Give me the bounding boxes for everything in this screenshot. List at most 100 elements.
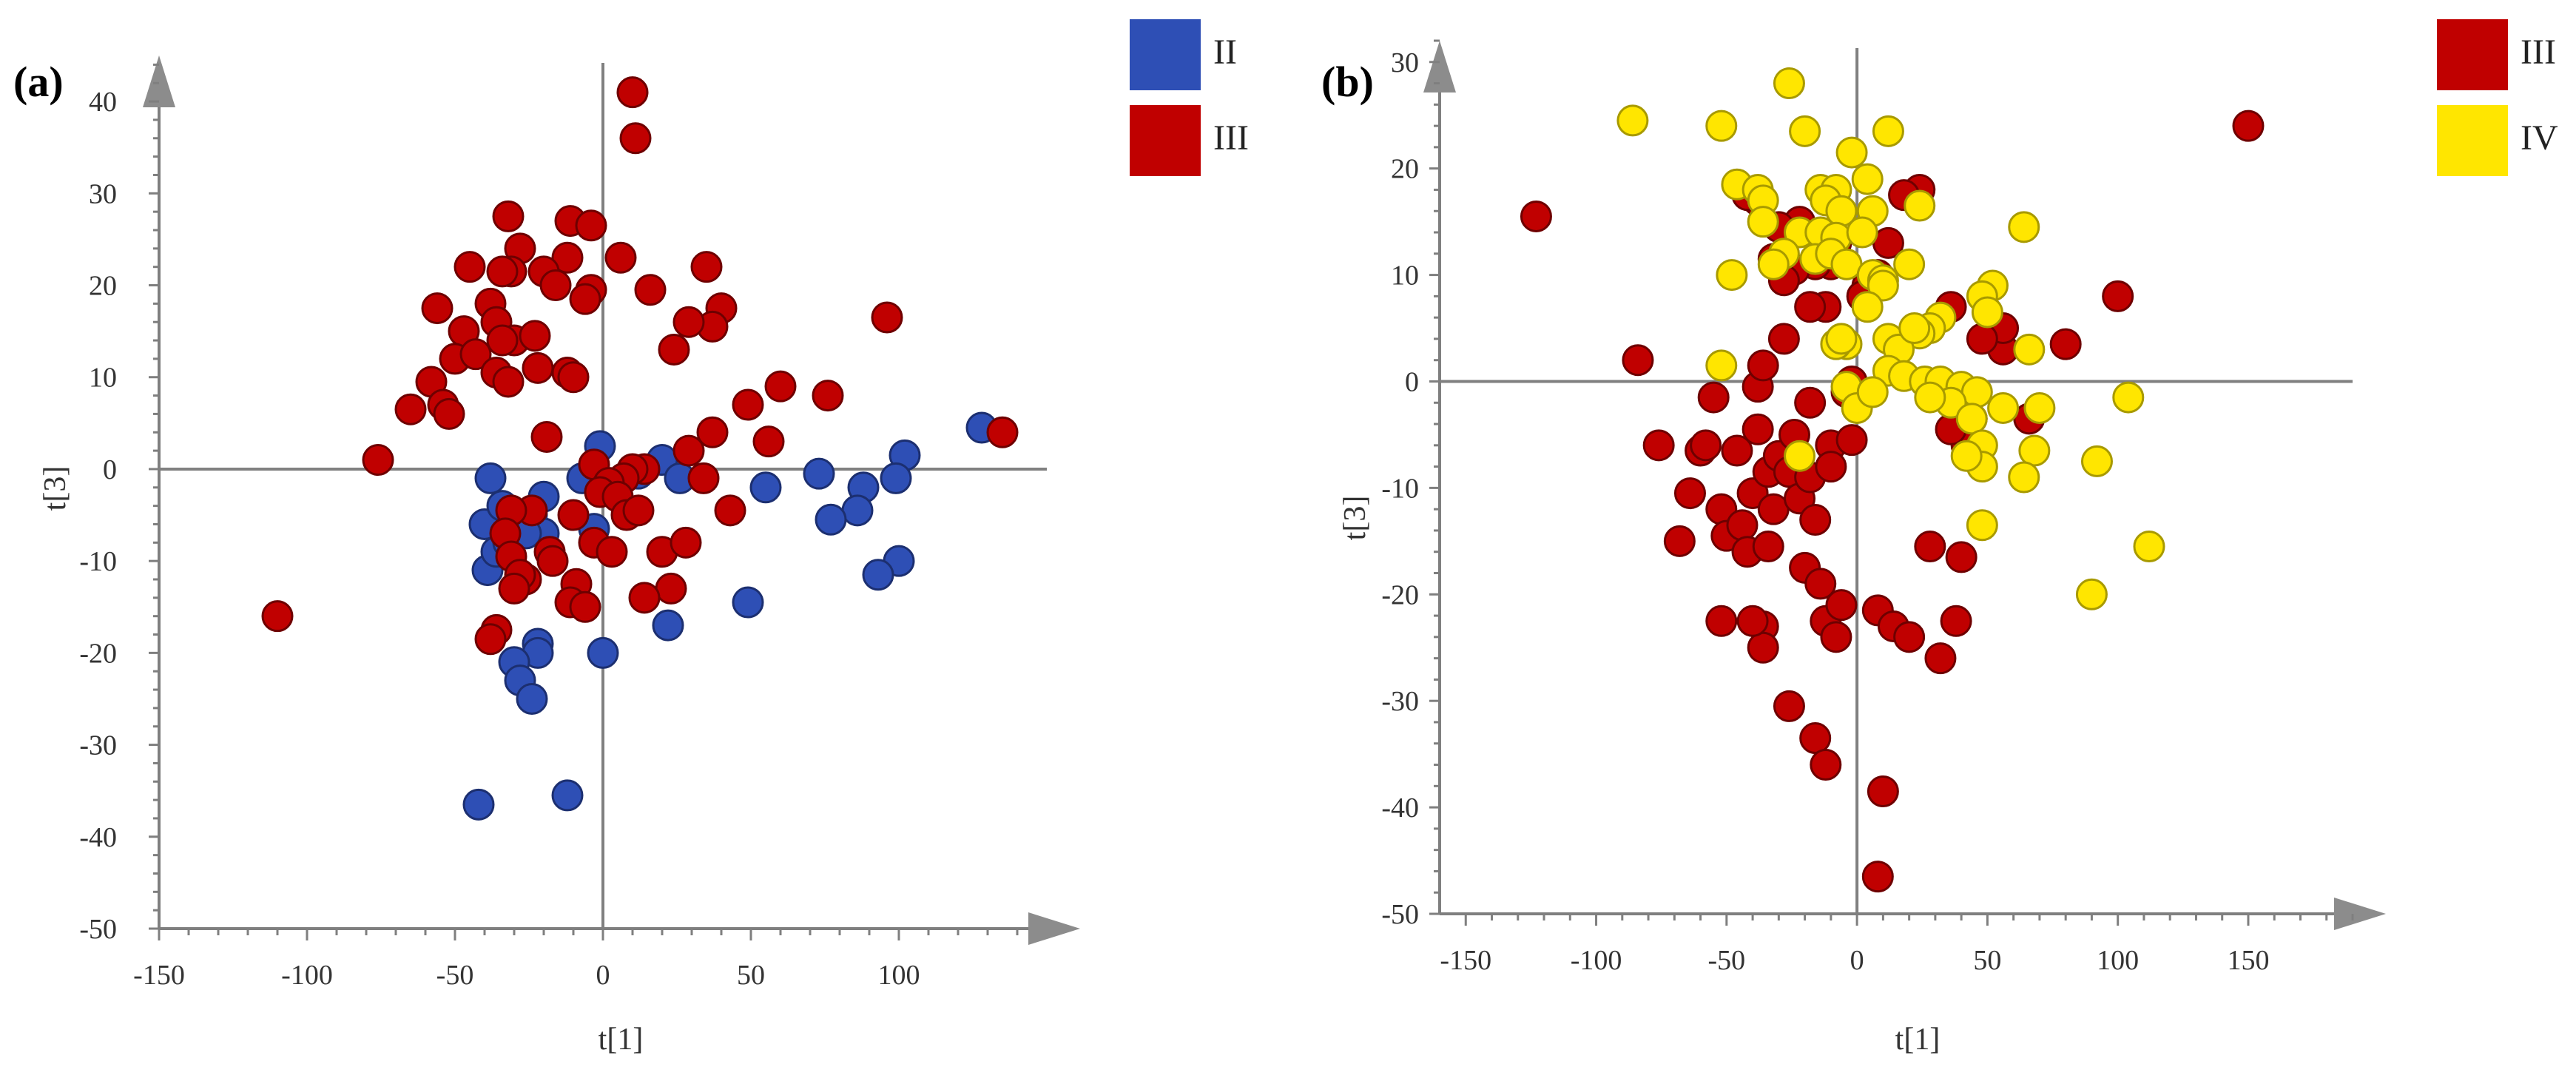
panel-b-legend-label-iii: III (2521, 33, 2556, 72)
panel-b-point-iii (1794, 291, 1827, 323)
panel-b-point-iii (1767, 323, 1800, 355)
panel-a-x-tick-label: -100 (281, 960, 333, 991)
panel-b-point-iv (2023, 391, 2056, 424)
panel-b-point-iii (1705, 605, 1738, 637)
panel-a-x-tick-label: -50 (436, 960, 474, 991)
panel-a-point-iii (634, 274, 667, 306)
panel-a-point-iii (433, 397, 465, 430)
panel-a-point-iii (670, 526, 702, 559)
panel-a-point-iii (486, 324, 519, 357)
panel-a-point-iii (551, 241, 584, 274)
panel-b-x-tick-label: 0 (1850, 945, 1864, 976)
panel-b-point-iii (1804, 568, 1837, 600)
panel-a-y-axis-label: t[3] (38, 466, 73, 511)
panel-a-x-tick-label: -150 (133, 960, 185, 991)
panel-b-y-tick-label: 0 (1405, 366, 1419, 397)
panel-a-point-iii (596, 536, 628, 568)
panel-a-x-tick-label: 50 (737, 960, 765, 991)
panel-b-point-iv (1971, 296, 2003, 329)
panel-b-label: (b) (1321, 58, 1374, 106)
panel-a-point-iii (557, 361, 590, 394)
panel-a-x-tick-label: 0 (596, 960, 610, 991)
panel-a-point-iii (672, 434, 705, 467)
panel-b-point-iii (1736, 605, 1769, 637)
panel-b-point-iii (1697, 381, 1730, 414)
panel-a-point-iii (492, 366, 525, 398)
panel-a-point-iii (261, 600, 294, 633)
panel-a-point-iii (454, 251, 486, 283)
panel-a-point-iii (522, 351, 554, 384)
panel-b-x-axis-arrow (2334, 898, 2386, 930)
panel-a-point-ii (516, 682, 548, 715)
panel-a-y-tick-label: -20 (79, 638, 117, 669)
panel-a-y-tick-label: 20 (89, 271, 117, 302)
panel-b-point-iii (1794, 386, 1827, 419)
panel-b-point-iii (2049, 328, 2082, 360)
panel-b-y-tick-label: -50 (1381, 899, 1419, 930)
panel-a-point-iii (519, 320, 551, 352)
panel-b-legend-swatch-iii (2437, 19, 2508, 90)
panel-b-point-iii (1966, 323, 1998, 355)
panel-b-point-iii (1825, 589, 1858, 622)
panel-a-point-iii (871, 301, 903, 334)
panel-b-x-tick-label: -50 (1708, 945, 1746, 976)
panel-b-x-tick-label: -150 (1440, 945, 1491, 976)
panel-b-point-iv (1867, 269, 1899, 302)
panel-a-point-ii (841, 494, 874, 527)
panel-a-point-ii (551, 779, 584, 812)
panel-b-point-iv (1955, 403, 1988, 435)
panel-a-point-iii (764, 370, 797, 403)
panel-b-point-iv (2133, 531, 2165, 563)
panel-b-point-iv (1893, 248, 1926, 280)
panel-b-point-iv (1851, 163, 1884, 195)
panel-b-point-iv (1784, 440, 1816, 472)
panel-b-point-iii (1520, 200, 1552, 232)
panel-a-point-iii (604, 241, 637, 274)
panel-b-point-iii (1810, 749, 1842, 781)
panel-a-point-ii (732, 586, 764, 619)
panel-a-point-iii (459, 338, 492, 371)
panel-a-point-iii (616, 76, 649, 109)
panel-b-point-iii (1752, 531, 1784, 563)
panel-b-y-tick-label: -20 (1381, 579, 1419, 610)
panel-b-point-iii (1663, 525, 1696, 557)
panel-b-x-tick-label: 50 (1973, 945, 2001, 976)
panel-b-y-axis-label: t[3] (1338, 496, 1372, 541)
panel-b-point-iv (1966, 509, 1998, 542)
panel-b-point-iii (1726, 509, 1759, 542)
panel-b-point-iii (1673, 477, 1706, 510)
panel-b-y-tick-label: -30 (1381, 686, 1419, 717)
panel-a-y-tick-label: 0 (103, 454, 117, 485)
panel-b-point-iv (1856, 376, 1889, 408)
panel-b-point-iv (1773, 67, 1805, 100)
panel-a-point-ii (462, 788, 495, 821)
panel-a-y-tick-label: -10 (79, 546, 117, 577)
panel-b-point-iv (1825, 323, 1858, 355)
panel-a-point-iii (655, 572, 687, 605)
panel-b-point-iv (2080, 445, 2113, 477)
panel-a-y-tick-label: 40 (89, 87, 117, 118)
panel-b-point-iv (1950, 440, 1983, 472)
panel-b-point-iii (1622, 344, 1654, 377)
panel-b-point-iv (1705, 349, 1738, 382)
panel-b-point-iv (2018, 434, 2051, 467)
panel-a-point-iii (498, 572, 530, 605)
panel-a-point-iii (622, 494, 655, 527)
panel-b-point-iii (1747, 349, 1779, 382)
panel-b-point-iii (1690, 429, 1722, 462)
panel-b-point-iii (1747, 631, 1779, 664)
panel-a-point-iii (569, 590, 601, 623)
panel-a-y-tick-label: -50 (79, 914, 117, 945)
panel-b-point-iv (1835, 136, 1868, 169)
panel-a-point-iii (569, 283, 601, 315)
panel-a-point-iii (539, 269, 572, 302)
panel-a-point-iii (486, 255, 519, 288)
panel-a-legend-swatch-ii (1130, 19, 1201, 90)
panel-b-point-iii (1773, 690, 1805, 722)
panel-b-y-tick-label: -10 (1381, 473, 1419, 504)
panel-a-point-iii (672, 306, 705, 338)
panel-a-point-iii (474, 623, 507, 656)
panel-b-point-iv (1716, 259, 1748, 292)
panel-b-point-iii (1815, 451, 1847, 483)
panel-a-legend-label-ii: II (1213, 33, 1237, 72)
